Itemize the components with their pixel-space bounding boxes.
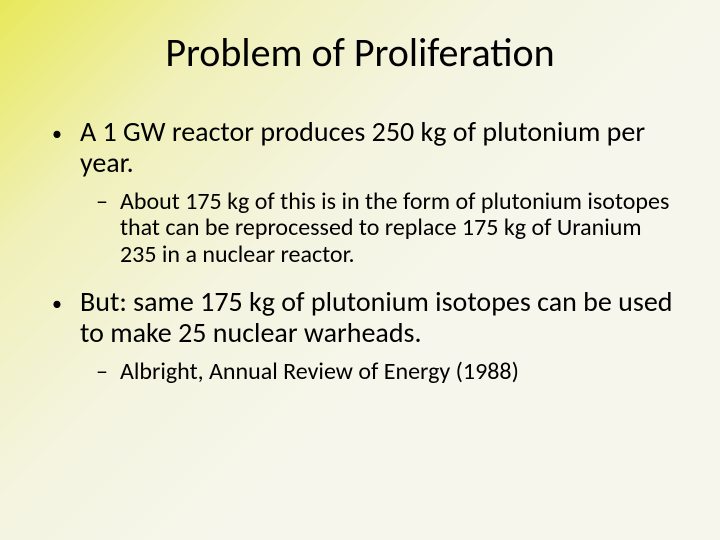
bullet-item: • But: same 175 kg of plutonium isotopes…	[52, 287, 680, 349]
bullet-text: A 1 GW reactor produces 250 kg of pluton…	[80, 117, 680, 179]
bullet-marker: •	[52, 117, 80, 179]
bullet-item: • A 1 GW reactor produces 250 kg of plut…	[52, 117, 680, 179]
slide-content: • A 1 GW reactor produces 250 kg of plut…	[40, 117, 680, 386]
bullet-item: – Albright, Annual Review of Energy (198…	[96, 359, 680, 386]
bullet-marker: –	[96, 359, 120, 386]
bullet-marker: •	[52, 287, 80, 349]
slide-title: Problem of Proliferation	[40, 28, 680, 77]
bullet-text: About 175 kg of this is in the form of p…	[120, 189, 680, 270]
slide: Problem of Proliferation • A 1 GW reacto…	[0, 0, 720, 540]
bullet-text: Albright, Annual Review of Energy (1988)	[120, 359, 680, 386]
bullet-marker: –	[96, 189, 120, 270]
bullet-item: – About 175 kg of this is in the form of…	[96, 189, 680, 270]
bullet-text: But: same 175 kg of plutonium isotopes c…	[80, 287, 680, 349]
